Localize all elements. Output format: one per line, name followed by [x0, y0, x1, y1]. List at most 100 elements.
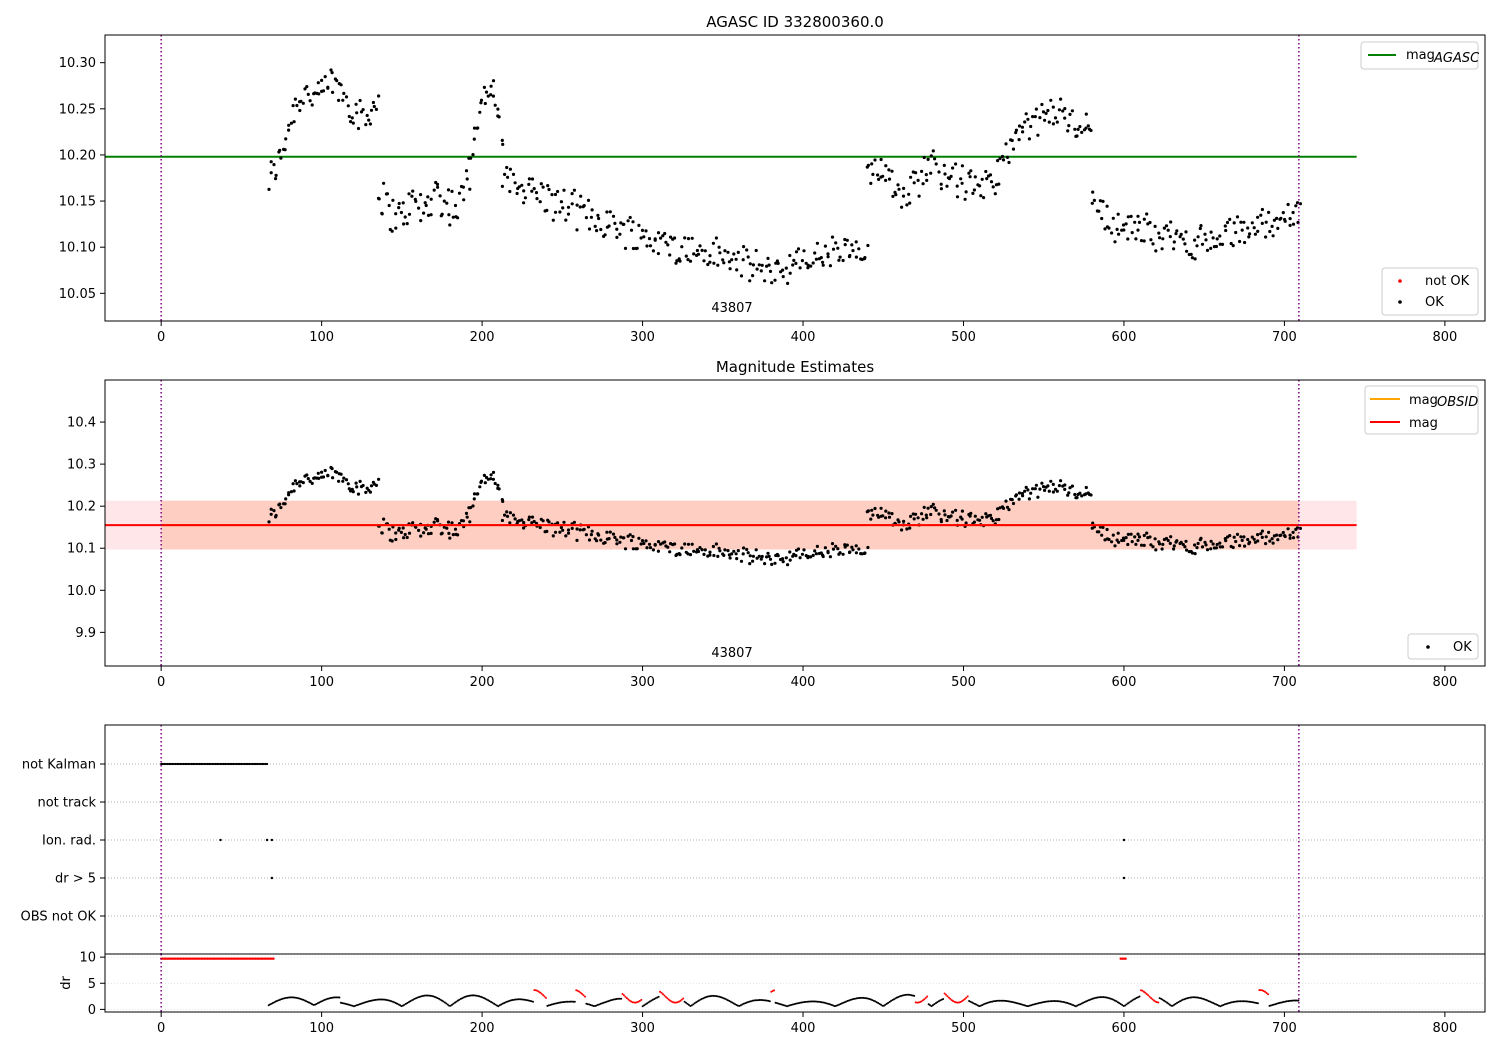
- data-point: [372, 104, 376, 109]
- data-point: [912, 517, 916, 521]
- data-point: [448, 223, 452, 227]
- flag-point: [240, 762, 243, 766]
- data-point: [1209, 547, 1213, 551]
- data-point: [644, 539, 648, 543]
- y-tick-label: 10.25: [59, 102, 96, 117]
- data-point: [419, 534, 423, 538]
- data-point: [1231, 244, 1235, 248]
- data-point: [1172, 247, 1176, 251]
- dr-point: [1213, 1002, 1216, 1005]
- data-point: [274, 513, 278, 518]
- data-point: [330, 467, 334, 471]
- flag-point: [213, 762, 216, 766]
- data-point: [714, 236, 719, 240]
- data-point: [1218, 234, 1222, 238]
- data-point: [298, 484, 302, 488]
- dr-point: [383, 998, 386, 1001]
- data-point: [763, 279, 767, 283]
- data-point: [1153, 537, 1157, 541]
- legend-subscript: AGASC: [1433, 51, 1480, 66]
- data-point: [442, 199, 446, 203]
- dr-point: [429, 994, 432, 997]
- dr-point: [462, 996, 465, 999]
- data-point: [993, 192, 997, 196]
- data-point: [831, 547, 836, 551]
- data-point: [967, 171, 971, 175]
- data-point: [848, 253, 852, 258]
- flag-point: [160, 762, 163, 766]
- dr-point: [406, 1002, 409, 1004]
- data-point: [1027, 137, 1031, 141]
- dr-point: [542, 994, 545, 997]
- data-point: [469, 506, 473, 510]
- data-point: [298, 108, 302, 113]
- data-point: [590, 208, 594, 212]
- x-tick-label: 400: [791, 1021, 816, 1036]
- data-point: [593, 224, 597, 228]
- data-point: [798, 556, 802, 560]
- data-point: [1288, 536, 1292, 540]
- legend-label: mag: [1409, 393, 1438, 408]
- data-point: [998, 506, 1002, 510]
- data-point: [308, 479, 312, 483]
- data-point: [284, 497, 288, 501]
- flag-point: [245, 762, 248, 766]
- data-point: [354, 481, 358, 485]
- data-point: [668, 550, 672, 554]
- data-point: [401, 526, 405, 530]
- data-point: [489, 84, 493, 88]
- data-point: [1011, 147, 1016, 151]
- data-point: [1185, 249, 1189, 253]
- data-point: [316, 471, 320, 475]
- data-point: [917, 194, 921, 198]
- data-point: [424, 203, 428, 208]
- data-point: [316, 81, 320, 85]
- data-point: [301, 481, 305, 485]
- dr-point: [812, 1000, 815, 1003]
- dr-point: [584, 995, 586, 998]
- dr-point: [419, 995, 422, 998]
- data-point: [929, 171, 933, 175]
- data-point: [462, 198, 466, 202]
- data-point: [648, 244, 653, 248]
- flag-point: [219, 762, 222, 766]
- data-point: [561, 206, 565, 210]
- data-point: [496, 483, 500, 487]
- data-point: [854, 551, 859, 555]
- dr-point: [913, 994, 916, 997]
- data-point: [788, 271, 792, 275]
- data-point: [1020, 125, 1024, 129]
- data-point: [429, 531, 433, 536]
- data-point: [1098, 525, 1102, 529]
- dr-point: [936, 1001, 939, 1004]
- data-point: [1179, 540, 1183, 545]
- data-point: [603, 233, 607, 237]
- flag-point: [254, 762, 257, 766]
- data-point: [411, 521, 415, 525]
- data-point: [1242, 535, 1246, 539]
- dr-point: [569, 1000, 572, 1003]
- data-point: [1047, 120, 1051, 124]
- data-point: [1281, 211, 1285, 215]
- flag-point: [166, 762, 169, 766]
- dr-point: [1070, 1003, 1073, 1006]
- dr-point: [315, 1003, 318, 1005]
- flag-point: [243, 762, 246, 766]
- dr-point: [1207, 1000, 1210, 1003]
- dr-point: [706, 995, 709, 998]
- data-point: [613, 535, 617, 540]
- data-point: [708, 550, 712, 554]
- dr-point: [934, 1002, 937, 1005]
- panel-magnitude-annotation: 43807: [711, 646, 752, 661]
- data-point: [809, 555, 813, 559]
- dr-point: [765, 999, 768, 1002]
- data-point: [1036, 495, 1040, 499]
- data-point: [587, 227, 592, 231]
- data-point: [584, 216, 589, 220]
- dr-point: [341, 1002, 344, 1005]
- dr-point: [472, 994, 475, 997]
- data-point: [1211, 542, 1215, 546]
- x-tick-label: 700: [1272, 675, 1297, 690]
- data-point: [547, 520, 551, 524]
- dr-point: [920, 1000, 923, 1003]
